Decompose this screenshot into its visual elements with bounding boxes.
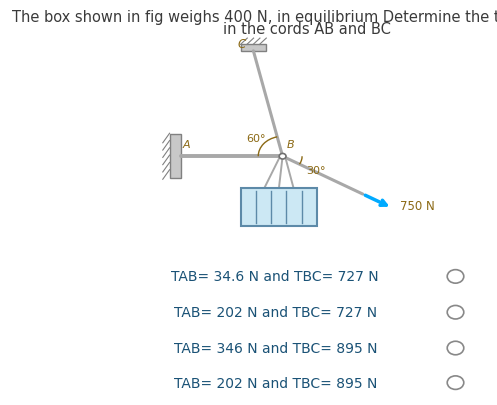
Text: A: A <box>183 140 190 150</box>
Text: TAB= 202 N and TBC= 727 N: TAB= 202 N and TBC= 727 N <box>174 305 377 320</box>
Text: 750 N: 750 N <box>400 200 434 213</box>
Polygon shape <box>241 189 317 226</box>
Text: B: B <box>286 140 294 150</box>
Circle shape <box>447 306 464 319</box>
Circle shape <box>447 341 464 355</box>
Circle shape <box>447 376 464 390</box>
Text: 60°: 60° <box>246 134 265 144</box>
Text: The box shown in fig weighs 400 N, in equilibrium Determine the tension: The box shown in fig weighs 400 N, in eq… <box>12 10 497 25</box>
Text: C: C <box>238 38 246 51</box>
Circle shape <box>279 154 286 160</box>
Polygon shape <box>241 45 266 52</box>
Text: 30°: 30° <box>306 166 326 175</box>
Circle shape <box>447 270 464 283</box>
Text: TAB= 202 N and TBC= 895 N: TAB= 202 N and TBC= 895 N <box>173 376 377 390</box>
Text: TAB= 346 N and TBC= 895 N: TAB= 346 N and TBC= 895 N <box>173 341 377 355</box>
Polygon shape <box>169 135 181 179</box>
Text: in the cords AB and BC: in the cords AB and BC <box>223 22 391 37</box>
Text: TAB= 34.6 N and TBC= 727 N: TAB= 34.6 N and TBC= 727 N <box>171 270 379 284</box>
